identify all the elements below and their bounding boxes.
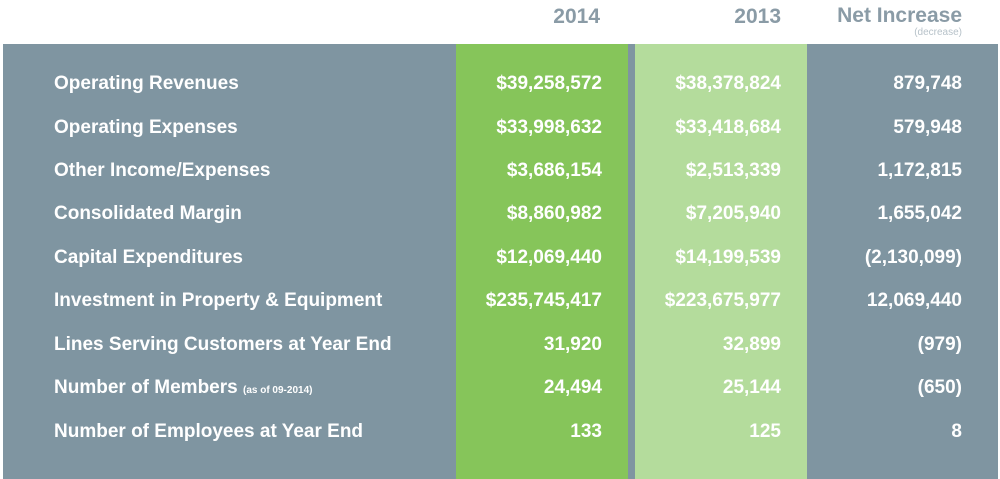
row-label: Investment in Property & Equipment bbox=[54, 290, 383, 311]
value-2014: $8,860,982 bbox=[506, 203, 602, 224]
table-row: Investment in Property & Equipment $235,… bbox=[0, 286, 1000, 316]
value-2013: $2,513,339 bbox=[685, 160, 781, 181]
row-label: Lines Serving Customers at Year End bbox=[54, 334, 392, 355]
table-header: 2014 2013 Net Increase (decrease) bbox=[0, 0, 1000, 44]
value-2013: $33,418,684 bbox=[675, 117, 781, 138]
value-2013: $7,205,940 bbox=[685, 203, 781, 224]
row-label: Consolidated Margin bbox=[54, 203, 242, 224]
table-row: Operating Revenues $39,258,572 $38,378,8… bbox=[0, 69, 1000, 99]
table-row: Number of Employees at Year End 133 125 … bbox=[0, 417, 1000, 447]
table-row: Capital Expenditures $12,069,440 $14,199… bbox=[0, 243, 1000, 273]
row-label: Number of Employees at Year End bbox=[54, 421, 364, 442]
column-header-2013: 2013 bbox=[734, 5, 781, 28]
row-label: Number of Members (as of 09-2014) bbox=[54, 377, 313, 398]
row-label: Operating Expenses bbox=[54, 117, 238, 138]
row-label-note: (as of 09-2014) bbox=[242, 385, 313, 396]
value-2014: $39,258,572 bbox=[496, 73, 602, 94]
value-2013: $223,675,977 bbox=[664, 290, 781, 311]
table-row: Consolidated Margin $8,860,982 $7,205,94… bbox=[0, 199, 1000, 229]
value-2014: $235,745,417 bbox=[485, 290, 602, 311]
table-row: Other Income/Expenses $3,686,154 $2,513,… bbox=[0, 156, 1000, 186]
value-2014: $3,686,154 bbox=[506, 160, 602, 181]
value-2014: 24,494 bbox=[543, 377, 602, 398]
value-2013: $14,199,539 bbox=[675, 247, 781, 268]
column-header-2014: 2014 bbox=[553, 5, 600, 28]
row-label: Other Income/Expenses bbox=[54, 160, 271, 181]
value-net-increase: (979) bbox=[917, 334, 962, 355]
value-net-increase: 1,655,042 bbox=[877, 203, 962, 224]
value-net-increase: 8 bbox=[951, 421, 962, 442]
column-2013-highlight bbox=[635, 44, 807, 479]
value-2013: 32,899 bbox=[722, 334, 781, 355]
row-label: Operating Revenues bbox=[54, 73, 239, 94]
value-net-increase: 1,172,815 bbox=[877, 160, 962, 181]
value-2014: $12,069,440 bbox=[496, 247, 602, 268]
table-row: Lines Serving Customers at Year End 31,9… bbox=[0, 330, 1000, 360]
column-2014-highlight bbox=[456, 44, 628, 479]
value-net-increase: 12,069,440 bbox=[866, 290, 962, 311]
value-2014: 31,920 bbox=[543, 334, 602, 355]
column-header-net-subtitle: (decrease) bbox=[914, 27, 962, 38]
value-net-increase: 879,748 bbox=[893, 73, 962, 94]
value-2013: 25,144 bbox=[722, 377, 781, 398]
value-2014: 133 bbox=[570, 421, 602, 442]
value-net-increase: (2,130,099) bbox=[864, 247, 962, 268]
table-row: Operating Expenses $33,998,632 $33,418,6… bbox=[0, 113, 1000, 143]
value-2013: 125 bbox=[749, 421, 781, 442]
value-net-increase: 579,948 bbox=[893, 117, 962, 138]
value-net-increase: (650) bbox=[917, 377, 962, 398]
value-2013: $38,378,824 bbox=[675, 73, 781, 94]
column-header-net-increase: Net Increase bbox=[837, 4, 962, 27]
value-2014: $33,998,632 bbox=[496, 117, 602, 138]
row-label: Capital Expenditures bbox=[54, 247, 243, 268]
table-row: Number of Members (as of 09-2014) 24,494… bbox=[0, 373, 1000, 403]
